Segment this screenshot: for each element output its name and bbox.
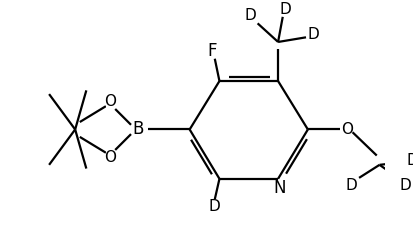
FancyBboxPatch shape	[106, 96, 115, 108]
FancyBboxPatch shape	[276, 182, 284, 195]
Text: B: B	[133, 121, 144, 138]
Text: D: D	[244, 8, 256, 23]
FancyBboxPatch shape	[281, 3, 290, 15]
Text: D: D	[209, 199, 221, 214]
Text: D: D	[308, 27, 319, 42]
Text: D: D	[400, 178, 411, 193]
Text: O: O	[104, 94, 116, 109]
FancyBboxPatch shape	[408, 154, 413, 166]
FancyBboxPatch shape	[106, 151, 115, 163]
Text: D: D	[406, 153, 413, 168]
FancyBboxPatch shape	[343, 123, 351, 136]
Text: F: F	[207, 42, 217, 60]
FancyBboxPatch shape	[401, 179, 410, 191]
FancyBboxPatch shape	[208, 45, 216, 58]
FancyBboxPatch shape	[134, 123, 142, 136]
FancyBboxPatch shape	[347, 179, 356, 191]
Text: N: N	[274, 179, 286, 197]
FancyBboxPatch shape	[246, 10, 254, 22]
Text: O: O	[104, 150, 116, 165]
Text: O: O	[341, 122, 353, 137]
Text: D: D	[280, 2, 292, 17]
FancyBboxPatch shape	[211, 201, 219, 213]
FancyBboxPatch shape	[309, 29, 318, 41]
Text: D: D	[346, 178, 358, 193]
